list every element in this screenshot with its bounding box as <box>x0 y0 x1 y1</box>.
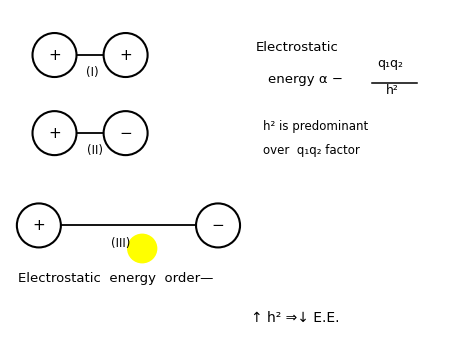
Text: Electrostatic  energy  order—: Electrostatic energy order— <box>18 272 213 285</box>
Text: ↑ h² ⇒↓ E.E.: ↑ h² ⇒↓ E.E. <box>251 311 340 325</box>
Circle shape <box>196 203 240 247</box>
Circle shape <box>17 203 61 247</box>
Text: h²: h² <box>386 84 399 97</box>
Ellipse shape <box>127 234 157 263</box>
Circle shape <box>104 111 147 155</box>
Text: −: − <box>119 126 132 141</box>
Text: (III): (III) <box>111 237 130 250</box>
Text: (II): (II) <box>87 144 103 157</box>
Text: +: + <box>48 48 61 62</box>
Text: energy α −: energy α − <box>268 73 343 86</box>
Text: +: + <box>48 126 61 141</box>
Circle shape <box>104 33 147 77</box>
Text: h² is predominant: h² is predominant <box>263 120 368 132</box>
Text: −: − <box>212 218 224 233</box>
Circle shape <box>33 33 76 77</box>
Text: (I): (I) <box>86 66 99 79</box>
Circle shape <box>33 111 76 155</box>
Text: q₁q₂: q₁q₂ <box>377 58 403 70</box>
Text: +: + <box>119 48 132 62</box>
Text: +: + <box>33 218 45 233</box>
Text: Electrostatic: Electrostatic <box>256 42 339 54</box>
Text: over  q₁q₂ factor: over q₁q₂ factor <box>263 144 360 157</box>
